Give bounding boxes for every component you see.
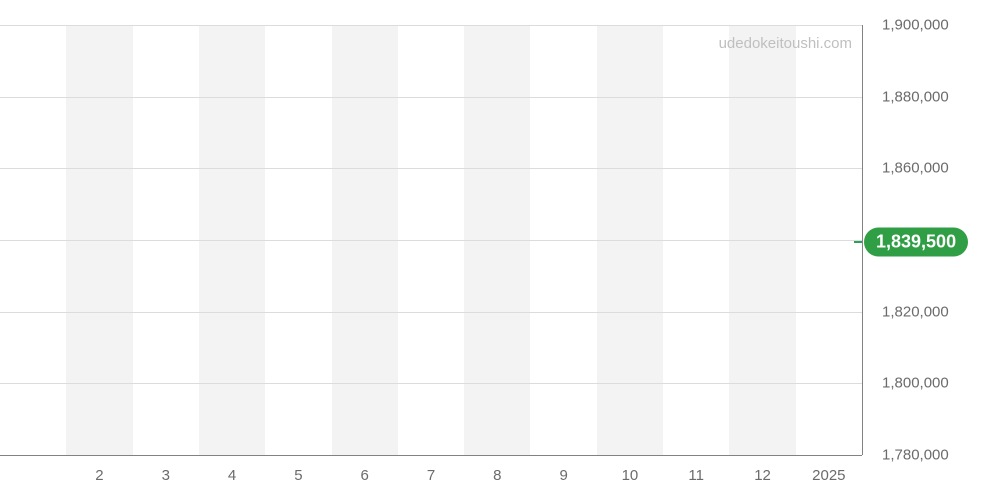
y-tick-label: 1,780,000 bbox=[882, 447, 949, 464]
gridline-h bbox=[0, 168, 862, 169]
gridline-h bbox=[0, 383, 862, 384]
x-tick-label: 6 bbox=[361, 467, 369, 484]
price-chart: 1,780,0001,800,0001,820,0001,840,0001,86… bbox=[0, 0, 1000, 500]
y-tick-label: 1,860,000 bbox=[882, 160, 949, 177]
x-tick-label: 12 bbox=[754, 467, 771, 484]
x-tick-label: 5 bbox=[294, 467, 302, 484]
gridline-h bbox=[0, 97, 862, 98]
x-axis-line bbox=[0, 455, 862, 456]
x-tick-label: 3 bbox=[162, 467, 170, 484]
x-tick-label: 7 bbox=[427, 467, 435, 484]
current-price-badge: 1,839,500 bbox=[864, 227, 968, 256]
x-tick-label: 2025 bbox=[812, 467, 845, 484]
x-tick-label: 4 bbox=[228, 467, 236, 484]
x-tick-label: 8 bbox=[493, 467, 501, 484]
gridline-h bbox=[0, 25, 862, 26]
y-tick-label: 1,880,000 bbox=[882, 88, 949, 105]
y-tick-label: 1,800,000 bbox=[882, 375, 949, 392]
x-tick-label: 11 bbox=[688, 467, 704, 484]
x-tick-label: 2 bbox=[95, 467, 103, 484]
last-point-tick bbox=[854, 241, 862, 243]
y-tick-label: 1,820,000 bbox=[882, 303, 949, 320]
x-tick-label: 10 bbox=[622, 467, 639, 484]
y-tick-label: 1,900,000 bbox=[882, 17, 949, 34]
y-axis-line bbox=[862, 25, 863, 455]
gridline-h bbox=[0, 240, 862, 241]
x-tick-label: 9 bbox=[559, 467, 567, 484]
plot-area bbox=[0, 25, 862, 455]
gridline-h bbox=[0, 312, 862, 313]
watermark-text: udedokeitoushi.com bbox=[719, 35, 852, 52]
